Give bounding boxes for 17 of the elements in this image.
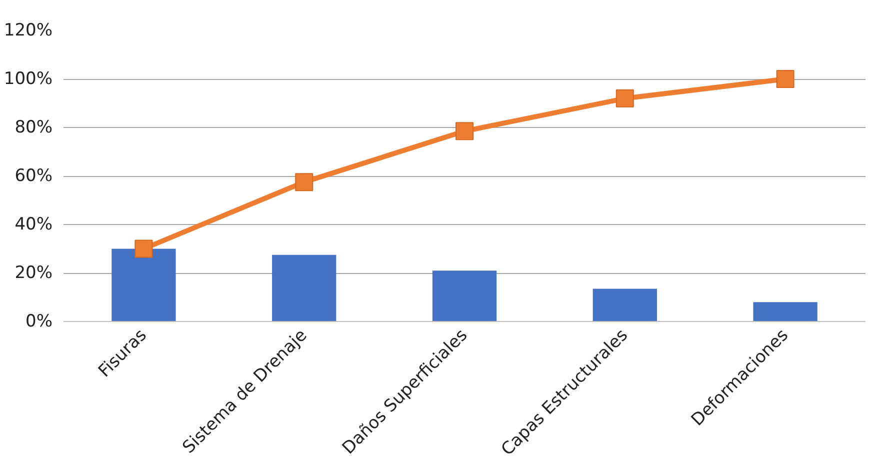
point: [295, 173, 314, 192]
y-tick-label: 0%: [26, 312, 53, 332]
bar: [753, 302, 818, 322]
point: [616, 89, 634, 108]
point: [134, 240, 153, 258]
bar: [272, 254, 336, 322]
y-tick-label: 60%: [14, 166, 53, 186]
y-tick-label: 120%: [4, 20, 53, 40]
bar: [592, 288, 657, 322]
point: [776, 70, 794, 88]
bar: [112, 248, 176, 322]
point: [456, 122, 474, 140]
y-tick-label: 100%: [4, 69, 53, 89]
y-tick-label: 80%: [14, 118, 53, 138]
y-tick-label: 20%: [14, 263, 53, 283]
bar: [432, 270, 497, 322]
y-tick-label: 40%: [14, 214, 53, 234]
